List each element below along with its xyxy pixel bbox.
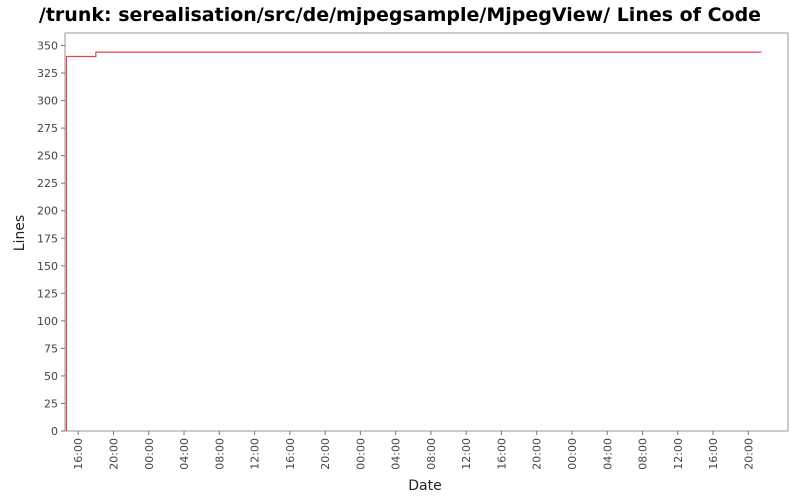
chart-title: /trunk: serealisation/src/de/mjpegsample…	[39, 4, 761, 26]
x-tick-label: 00:00	[566, 438, 579, 470]
y-tick-label: 200	[37, 205, 58, 218]
x-tick-label: 08:00	[637, 438, 650, 470]
x-tick-label: 16:00	[495, 438, 508, 470]
x-tick-label: 16:00	[707, 438, 720, 470]
x-tick-label: 20:00	[742, 438, 755, 470]
y-tick-label: 175	[37, 232, 58, 245]
x-tick-label: 08:00	[213, 438, 226, 470]
y-tick-label: 225	[37, 177, 58, 190]
x-tick-label: 04:00	[178, 438, 191, 470]
y-tick-label: 350	[37, 40, 58, 53]
y-tick-label: 300	[37, 95, 58, 108]
x-tick-label: 16:00	[72, 438, 85, 470]
x-tick-label: 12:00	[249, 438, 262, 470]
y-tick-label: 250	[37, 150, 58, 163]
x-tick-label: 20:00	[319, 438, 332, 470]
x-tick-label: 20:00	[107, 438, 120, 470]
x-tick-label: 00:00	[354, 438, 367, 470]
x-tick-label: 12:00	[672, 438, 685, 470]
x-axis-label: Date	[408, 478, 441, 494]
y-tick-label: 275	[37, 122, 58, 135]
x-tick-label: 00:00	[143, 438, 156, 470]
y-tick-label: 50	[44, 370, 58, 383]
x-tick-label: 16:00	[284, 438, 297, 470]
series-layer	[65, 51, 762, 431]
y-tick-label: 150	[37, 260, 58, 273]
y-tick-label: 25	[44, 397, 58, 410]
y-tick-label: 125	[37, 287, 58, 300]
y-tick-label: 0	[51, 425, 58, 438]
y-axis: 0 25 50 75 100 125 150 175 200 225 250 275 300 325 350	[37, 40, 65, 438]
x-tick-label: 20:00	[531, 438, 544, 470]
y-tick-label: 75	[44, 342, 58, 355]
x-tick-label: 12:00	[460, 438, 473, 470]
series-line	[65, 51, 762, 431]
y-axis-label: Lines	[12, 215, 28, 251]
y-tick-label: 100	[37, 315, 58, 328]
x-axis: 16:00 20:00 00:00 04:00 08:00 12:00 16:00 20:00…	[72, 431, 755, 470]
y-tick-label: 325	[37, 67, 58, 80]
plot-area	[64, 32, 789, 432]
x-tick-label: 04:00	[601, 438, 614, 470]
x-tick-label: 04:00	[390, 438, 403, 470]
x-tick-label: 08:00	[425, 438, 438, 470]
